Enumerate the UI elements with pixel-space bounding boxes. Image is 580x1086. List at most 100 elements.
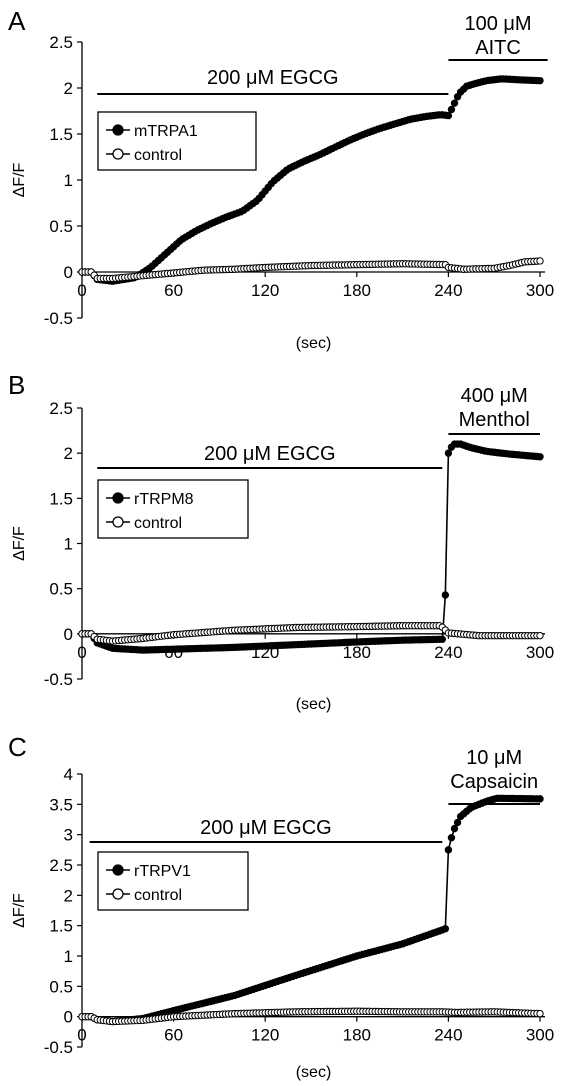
legend-label: control <box>134 887 182 904</box>
x-tick-label: 0 <box>77 643 86 662</box>
data-point <box>536 76 544 85</box>
legend-label: mTRPA1 <box>134 123 198 140</box>
legend-label: rTRPV1 <box>134 863 191 880</box>
x-tick-label: 120 <box>251 281 279 300</box>
legend-label: rTRPM8 <box>134 491 194 508</box>
agonist-concentration-label: 100 μM <box>464 13 531 35</box>
y-tick-label: 2.5 <box>49 33 73 52</box>
x-tick-label: 180 <box>343 643 371 662</box>
data-point <box>450 99 459 107</box>
x-axis-title: (sec) <box>296 335 332 352</box>
x-tick-label: 240 <box>434 643 462 662</box>
egcg-label: 200 μM EGCG <box>200 817 332 839</box>
y-tick-label: 0 <box>64 263 73 282</box>
legend-box <box>97 851 249 911</box>
y-tick-label: 4 <box>64 765 73 784</box>
legend-label: control <box>134 147 182 164</box>
agonist-name-label: Menthol <box>459 409 530 431</box>
series-line-rTRPM8 <box>82 443 541 651</box>
y-tick-label: 1.5 <box>49 917 73 936</box>
data-point <box>444 846 453 854</box>
agonist-name-label: Capsaicin <box>450 771 538 793</box>
x-tick-label: 180 <box>343 281 371 300</box>
series-line-mTRPA1 <box>82 78 541 283</box>
data-point <box>444 449 453 457</box>
series-markers-rTRPM8 <box>78 440 544 654</box>
y-tick-label: 1 <box>64 947 73 966</box>
x-tick-label: 60 <box>164 281 183 300</box>
y-axis-title: ΔF/F <box>11 893 28 928</box>
agonist-name-label: AITC <box>475 37 521 59</box>
y-tick-label: -0.5 <box>44 309 73 328</box>
agonist-concentration-label: 10 μM <box>466 747 522 769</box>
y-axis-title: ΔF/F <box>11 526 28 561</box>
x-tick-label: 240 <box>434 281 462 300</box>
legend-marker <box>112 864 124 876</box>
data-point <box>453 818 462 827</box>
x-tick-label: 300 <box>526 643 554 662</box>
x-tick-label: 0 <box>77 1026 86 1045</box>
x-tick-label: 300 <box>526 281 554 300</box>
y-tick-label: 2 <box>64 886 73 905</box>
data-point <box>536 1009 544 1018</box>
panel-c: C -0.5 0 0.5 1 1.5 2 2.5 3 3.5 4 0 60 120 180 240 300 (se… <box>0 724 580 1086</box>
y-tick-label: 1 <box>64 171 73 190</box>
y-tick-label: 0.5 <box>49 217 73 236</box>
egcg-label: 200 μM EGCG <box>207 67 339 89</box>
y-tick-label: 2.5 <box>49 399 73 418</box>
series-markers-control <box>78 257 544 283</box>
data-point <box>536 631 544 640</box>
data-point <box>441 925 450 933</box>
legend-marker <box>112 888 124 900</box>
panel-label: A <box>8 6 26 36</box>
data-point <box>536 453 544 461</box>
y-tick-label: 1.5 <box>49 489 73 508</box>
y-tick-label: -0.5 <box>44 670 73 689</box>
y-tick-label: 1 <box>64 535 73 554</box>
y-tick-label: 0 <box>64 1008 73 1027</box>
y-tick-label: 3.5 <box>49 795 73 814</box>
series-markers-control <box>78 622 544 645</box>
chart-b-svg: B-0.500.511.522.5060120180240300(sec)ΔF/… <box>8 370 554 713</box>
data-point <box>438 635 446 643</box>
y-tick-label: 1.5 <box>49 125 73 144</box>
data-point <box>536 257 544 265</box>
panel-label: B <box>8 370 25 400</box>
data-point <box>447 834 456 842</box>
y-tick-label: 0.5 <box>49 580 73 599</box>
data-point <box>447 105 456 114</box>
agonist-concentration-label: 400 μM <box>461 385 528 407</box>
panel-label: C <box>8 732 27 762</box>
data-point <box>441 591 450 599</box>
x-tick-label: 120 <box>251 1026 279 1045</box>
y-tick-label: 2 <box>64 444 73 463</box>
x-tick-label: 240 <box>434 1026 462 1045</box>
series-markers-mTRPA1 <box>78 75 544 285</box>
legend-marker <box>112 148 124 160</box>
legend-marker <box>112 492 124 504</box>
x-tick-label: 300 <box>526 1026 554 1045</box>
data-point <box>450 824 459 833</box>
y-tick-label: 2.5 <box>49 856 73 875</box>
legend-marker <box>112 516 124 528</box>
y-tick-label: -0.5 <box>44 1038 73 1057</box>
y-tick-label: 3 <box>64 826 73 845</box>
legend-box <box>97 111 257 171</box>
x-tick-label: 0 <box>77 281 86 300</box>
y-tick-label: 2 <box>64 79 73 98</box>
data-point <box>536 795 544 803</box>
x-axis-title: (sec) <box>296 1064 332 1081</box>
x-axis-title: (sec) <box>296 696 332 713</box>
chart-c-svg: C-0.500.511.522.533.540 60 120 180 240 300(se… <box>8 732 554 1081</box>
egcg-label: 200 μM EGCG <box>204 443 336 465</box>
panel-b: B-0.500.511.522.5060120180240300(sec)ΔF/… <box>0 362 580 724</box>
legend-marker <box>112 124 124 136</box>
panel-a: A -0.5 0 0.5 1 1.5 2 2.5 0 60 120 180 240 300 (sec) ΔF/… <box>0 0 580 362</box>
data-point <box>444 111 453 120</box>
x-tick-label: 180 <box>343 1026 371 1045</box>
legend-box <box>97 479 249 539</box>
chart-a-svg: A-0.500.511.522.50 60 120 180 240 300(sec)ΔF/… <box>8 6 554 352</box>
series-markers-control <box>78 1007 544 1026</box>
x-tick-label: 60 <box>164 1026 183 1045</box>
y-tick-label: 0 <box>64 625 73 644</box>
